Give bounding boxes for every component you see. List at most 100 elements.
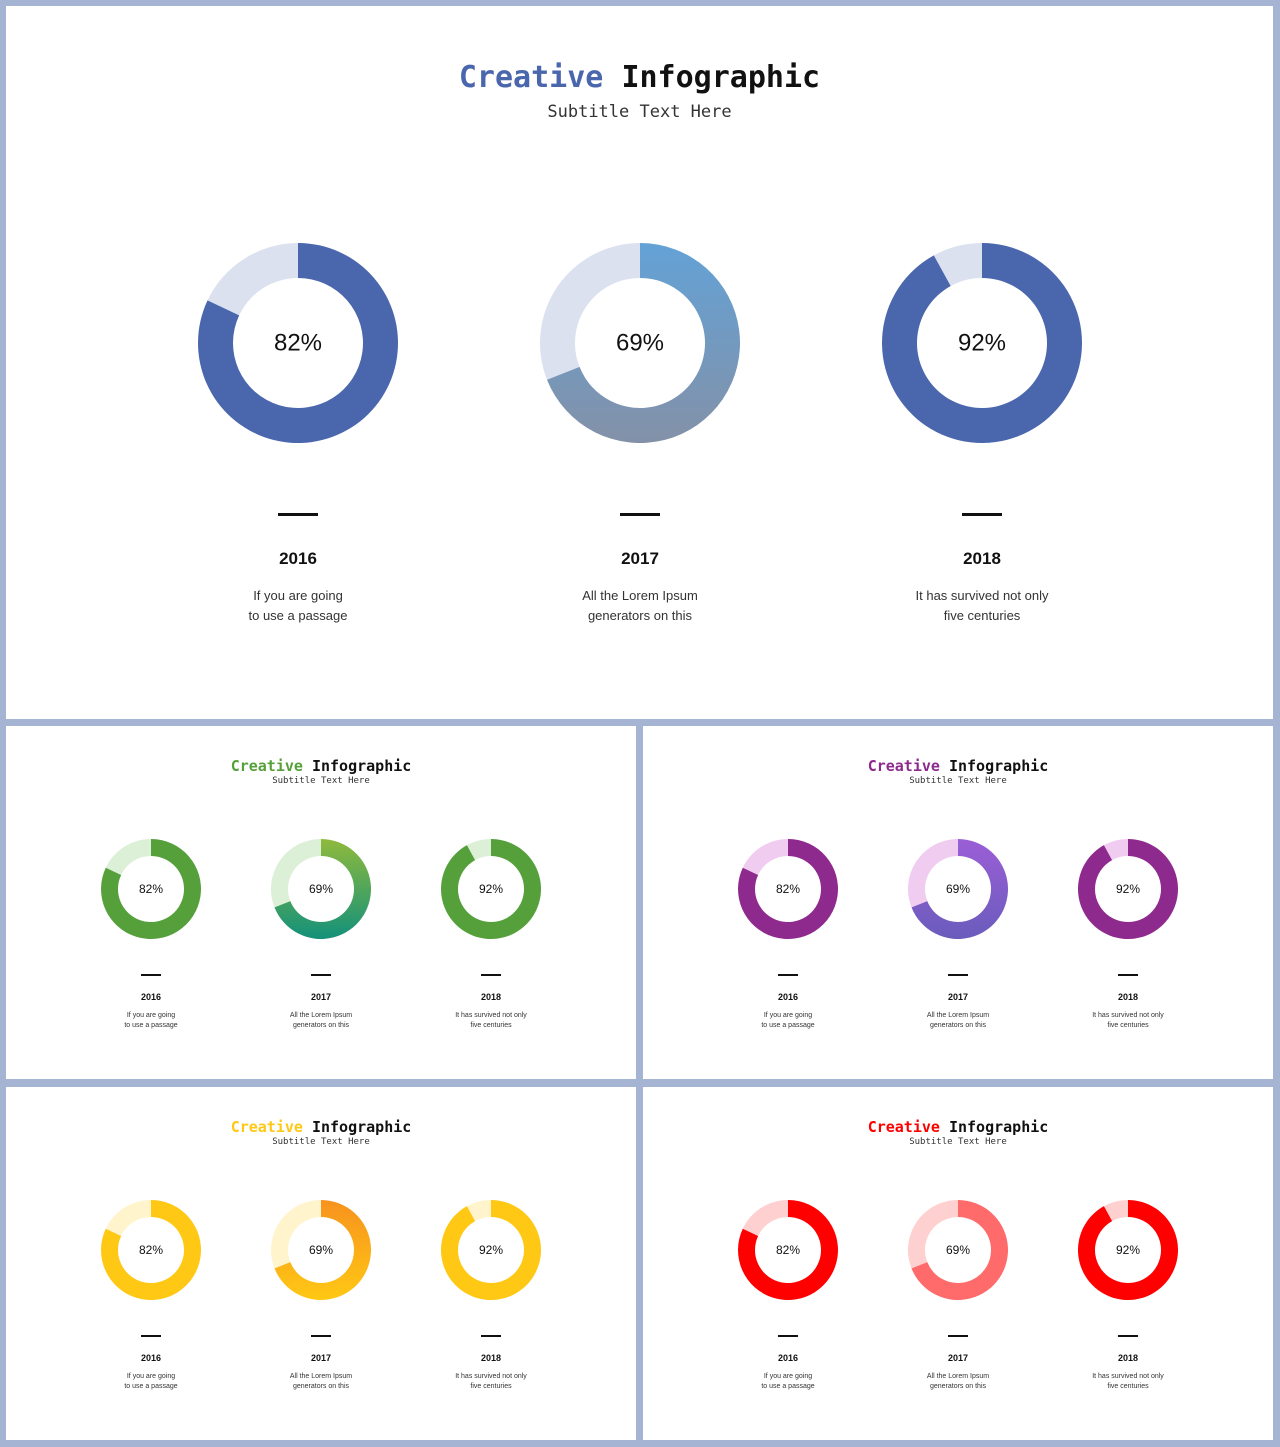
description-line-1: All the Lorem Ipsum xyxy=(926,1373,990,1380)
donut-value-arc-2016 xyxy=(738,1200,838,1300)
description-line-2: five centuries xyxy=(470,1022,512,1029)
slide-2: Creative Infographic Subtitle Text Here 82… xyxy=(6,726,636,1079)
slide-subtitle: Subtitle Text Here xyxy=(547,102,732,122)
description-line-2: generators on this xyxy=(587,608,693,623)
slide-3: Creative Infographic Subtitle Text Here 82… xyxy=(643,726,1273,1079)
title-accent: Creative xyxy=(230,1118,303,1136)
donut-chart-2016: 82% xyxy=(101,839,201,939)
year-description: All the Lorem Ipsum generators on this xyxy=(898,1011,1018,1031)
year-label: 2016 xyxy=(279,549,317,568)
description-line-2: five centuries xyxy=(943,608,1021,623)
description-line-2: to use a passage xyxy=(761,1383,815,1390)
donut-percent-label: 92% xyxy=(479,882,503,896)
donut-percent-label: 69% xyxy=(616,330,664,357)
donut-track-2018 xyxy=(466,1200,491,1222)
donut-value-arc-2017 xyxy=(274,1200,371,1300)
year-label: 2018 xyxy=(480,1353,502,1363)
donut-chart-2017: 69% xyxy=(540,243,740,443)
donut-chart-2016: 82% xyxy=(738,1200,838,1300)
year-description: If you are going to use a passage xyxy=(728,1011,848,1031)
divider-dash xyxy=(948,1335,968,1337)
description-line-1: All the Lorem Ipsum xyxy=(926,1012,990,1019)
slide-title: Creative Infographic xyxy=(643,1118,1273,1136)
year-description: It has survived not only five centuries xyxy=(1068,1372,1188,1392)
slide-subtitle: Subtitle Text Here xyxy=(909,776,1007,786)
description-line-1: If you are going xyxy=(126,1373,176,1380)
year-label: 2018 xyxy=(1117,1353,1139,1363)
year-label: 2016 xyxy=(777,992,799,1002)
donut-percent-label: 82% xyxy=(139,882,163,896)
donut-value-arc-2017 xyxy=(547,243,740,443)
year-label: 2017 xyxy=(310,1353,332,1363)
divider-dash xyxy=(481,974,501,976)
year-label: 2018 xyxy=(963,549,1001,568)
description-line-1: All the Lorem Ipsum xyxy=(582,588,698,603)
divider-dash xyxy=(311,974,331,976)
description-line-2: five centuries xyxy=(1107,1022,1149,1029)
donut-value-arc-2017 xyxy=(274,839,371,939)
divider-dash xyxy=(481,1335,501,1337)
slide-subtitle: Subtitle Text Here xyxy=(909,1137,1007,1147)
description-line-1: If you are going xyxy=(763,1373,813,1380)
donut-track-2016 xyxy=(742,839,788,875)
slide-1: Creative Infographic Subtitle Text Here 82… xyxy=(6,6,1273,719)
description-line-1: It has survived not only xyxy=(455,1373,527,1380)
year-description: All the Lorem Ipsum generators on this xyxy=(520,586,760,626)
description-line-2: to use a passage xyxy=(124,1383,178,1390)
donut-value-arc-2016 xyxy=(738,839,838,939)
year-description: If you are going to use a passage xyxy=(728,1372,848,1392)
year-description: If you are going to use a passage xyxy=(91,1011,211,1031)
donut-value-arc-2018 xyxy=(882,243,1082,443)
donut-track-2018 xyxy=(1103,839,1128,861)
description-line-2: generators on this xyxy=(292,1022,350,1029)
description-line-1: It has survived not only xyxy=(455,1012,527,1019)
description-line-2: five centuries xyxy=(470,1383,512,1390)
year-label: 2016 xyxy=(140,1353,162,1363)
title-rest: Infographic xyxy=(948,1118,1049,1136)
donut-percent-label: 92% xyxy=(479,1243,503,1257)
donut-chart-2016: 82% xyxy=(198,243,398,443)
year-label: 2018 xyxy=(480,992,502,1002)
year-description: It has survived not only five centuries xyxy=(431,1011,551,1031)
year-label: 2017 xyxy=(947,1353,969,1363)
donut-chart-2017: 69% xyxy=(908,1200,1008,1300)
donut-value-arc-2016 xyxy=(101,839,201,939)
description-line-2: generators on this xyxy=(292,1383,350,1390)
divider-dash xyxy=(278,513,318,516)
donut-value-arc-2018 xyxy=(441,839,541,939)
donut-value-arc-2018 xyxy=(1078,1200,1178,1300)
title-rest: Infographic xyxy=(311,757,412,775)
donut-track-2016 xyxy=(105,1200,151,1236)
slide-title: Creative Infographic xyxy=(643,757,1273,775)
divider-dash xyxy=(141,1335,161,1337)
divider-dash xyxy=(1118,1335,1138,1337)
year-label: 2017 xyxy=(310,992,332,1002)
divider-dash xyxy=(948,974,968,976)
divider-dash xyxy=(311,1335,331,1337)
donut-percent-label: 69% xyxy=(946,882,970,896)
slide-4: Creative Infographic Subtitle Text Here 82… xyxy=(6,1087,636,1440)
title-accent: Creative xyxy=(458,60,604,95)
slide-title: Creative Infographic xyxy=(6,60,1273,95)
description-line-2: generators on this xyxy=(929,1383,987,1390)
divider-dash xyxy=(141,974,161,976)
donut-percent-label: 92% xyxy=(1116,1243,1140,1257)
year-description: It has survived not only five centuries xyxy=(1068,1011,1188,1031)
donut-percent-label: 82% xyxy=(776,1243,800,1257)
year-label: 2017 xyxy=(621,549,659,568)
divider-dash xyxy=(1118,974,1138,976)
title-rest: Infographic xyxy=(948,757,1049,775)
description-line-2: five centuries xyxy=(1107,1383,1149,1390)
year-label: 2018 xyxy=(1117,992,1139,1002)
slide-5: Creative Infographic Subtitle Text Here 82… xyxy=(643,1087,1273,1440)
donut-percent-label: 92% xyxy=(1116,882,1140,896)
donut-chart-2017: 69% xyxy=(271,839,371,939)
donut-chart-2018: 92% xyxy=(1078,1200,1178,1300)
description-line-1: All the Lorem Ipsum xyxy=(289,1373,353,1380)
description-line-1: All the Lorem Ipsum xyxy=(289,1012,353,1019)
year-label: 2016 xyxy=(777,1353,799,1363)
donut-chart-2018: 92% xyxy=(882,243,1082,443)
description-line-1: It has survived not only xyxy=(1092,1373,1164,1380)
divider-dash xyxy=(962,513,1002,516)
donut-chart-2018: 92% xyxy=(1078,839,1178,939)
